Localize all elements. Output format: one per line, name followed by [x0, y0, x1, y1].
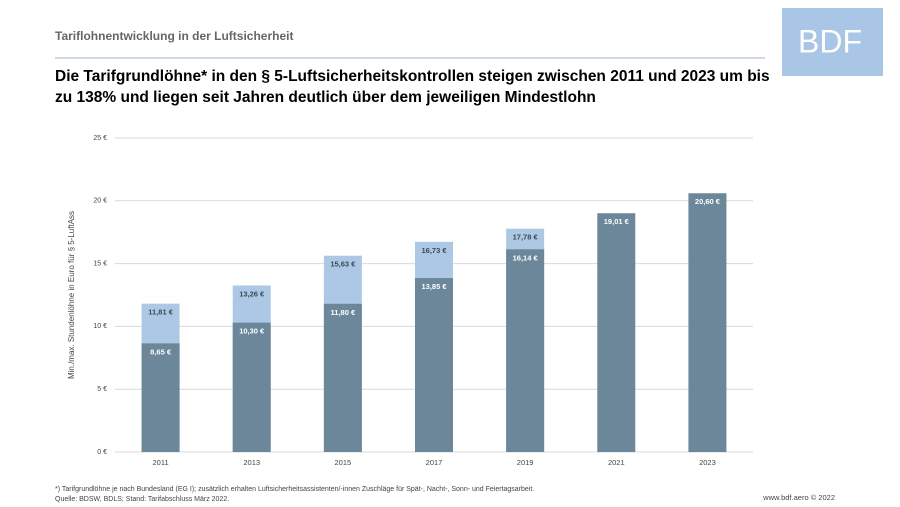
value-label: 20,60 € — [695, 197, 721, 206]
y-axis-label: Min./max. Stundenlöhne in Euro für § 5-L… — [67, 211, 76, 379]
source: Quelle: BDSW, BDLS; Stand: Tarifabschlus… — [55, 496, 229, 503]
value-label: 16,73 € — [421, 246, 447, 255]
value-label: 13,85 € — [421, 282, 447, 291]
x-tick-label: 2011 — [153, 458, 169, 467]
value-label: 16,14 € — [513, 253, 539, 262]
logo-box — [782, 8, 883, 76]
value-label: 10,30 € — [239, 327, 265, 336]
y-tick-label: 15 € — [93, 260, 107, 267]
value-label: 17,78 € — [513, 233, 539, 242]
bar — [232, 322, 271, 452]
bar — [506, 249, 545, 452]
copyright: www.bdf.aero © 2022 — [762, 493, 835, 502]
footnote: *) Tarifgrundlöhne je nach Bundesland (E… — [55, 486, 534, 493]
chart-title: Die Tarifgrundlöhne* in den § 5-Luftsich… — [55, 68, 770, 106]
y-tick-label: 10 € — [93, 323, 107, 330]
value-label: 13,26 € — [239, 289, 265, 298]
y-tick-label: 20 € — [93, 198, 107, 205]
bar — [688, 193, 727, 453]
x-tick-label: 2023 — [699, 458, 716, 467]
y-tick-label: 0 € — [97, 449, 107, 456]
y-tick-label: 25 € — [93, 135, 107, 142]
x-tick-label: 2021 — [608, 458, 625, 467]
bar — [323, 303, 362, 452]
x-tick-label: 2015 — [335, 458, 352, 467]
value-label: 11,80 € — [331, 308, 356, 317]
x-tick-label: 2013 — [243, 458, 260, 467]
value-label: 19,01 € — [604, 217, 630, 226]
value-label: 15,63 € — [330, 260, 356, 269]
value-label: 11,81 € — [148, 308, 173, 317]
x-tick-label: 2019 — [517, 458, 534, 467]
bar — [415, 278, 453, 452]
value-label: 8,65 € — [150, 347, 172, 356]
x-tick-label: 2017 — [426, 458, 443, 467]
title-box: Die Tarifgrundlöhne* in den § 5-Luftsich… — [55, 68, 770, 106]
bar — [141, 343, 180, 452]
header-title: Tariflohnentwicklung in der Luftsicherhe… — [55, 29, 293, 43]
y-tick-label: 5 € — [97, 386, 107, 393]
logo: BDF — [798, 23, 862, 59]
bar — [597, 213, 636, 452]
